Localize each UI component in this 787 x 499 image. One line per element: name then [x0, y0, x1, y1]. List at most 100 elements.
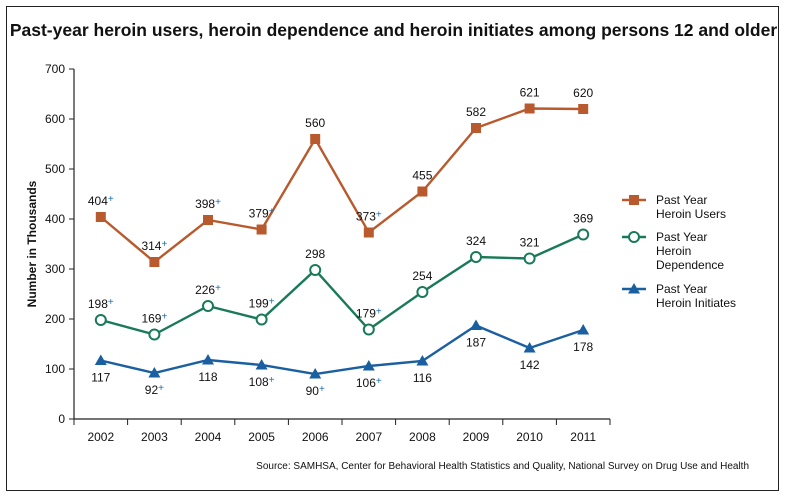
data-label: 373+: [356, 210, 382, 224]
data-point: [470, 251, 482, 263]
data-label: 321: [520, 236, 540, 250]
legend-label: Heroin Users: [656, 207, 726, 221]
legend-label: Past Year: [656, 193, 707, 207]
data-label: 621: [520, 86, 540, 100]
significance-marker: +: [161, 312, 167, 323]
data-point: [471, 123, 481, 133]
x-tick-label: 2010: [516, 430, 543, 444]
series-line: [100, 324, 584, 376]
data-label: 108+: [249, 375, 275, 389]
legend-label: Heroin Initiates: [656, 296, 736, 310]
data-point: [255, 359, 268, 370]
data-label: 92+: [145, 383, 164, 397]
data-point: [148, 328, 161, 341]
y-tick-label: 300: [45, 262, 65, 276]
data-label: 298: [305, 247, 325, 261]
data-point: [416, 286, 429, 298]
data-point: [577, 228, 590, 241]
data-point: [362, 323, 375, 336]
data-label: 179+: [356, 307, 382, 321]
significance-marker: +: [376, 307, 382, 318]
significance-marker: +: [215, 283, 221, 294]
chart-frame: [6, 6, 779, 491]
data-point: [470, 319, 482, 330]
significance-marker: +: [108, 194, 114, 205]
data-label: 620: [573, 86, 593, 100]
x-tick-label: 2004: [195, 430, 222, 444]
data-label: 455: [412, 169, 432, 183]
x-tick-label: 2009: [463, 430, 490, 444]
data-label: 169+: [141, 312, 167, 326]
series-2: 117 92+ 118 108+ 90+ 106+ 116 187 142 178: [91, 319, 594, 398]
data-label: 379+: [249, 207, 275, 221]
significance-marker: +: [108, 297, 114, 308]
data-point: [416, 355, 429, 366]
data-point: [523, 252, 536, 265]
significance-marker: +: [158, 383, 164, 394]
legend-label: Past Year: [656, 282, 707, 296]
series-1: 198+ 169+ 226+ 199+ 298 179+ 254 324 321 369: [88, 212, 594, 341]
significance-marker: +: [376, 376, 382, 387]
y-tick-label: 0: [58, 412, 65, 426]
x-tick-label: 2006: [302, 430, 329, 444]
data-point: [363, 227, 374, 238]
data-point: [578, 104, 589, 114]
data-label: 254: [412, 269, 432, 283]
data-point: [417, 186, 428, 197]
data-point: [255, 313, 268, 326]
data-label: 324: [466, 234, 486, 248]
data-point: [256, 224, 267, 235]
series-line: [100, 233, 584, 336]
significance-marker: +: [269, 375, 275, 386]
significance-marker: +: [376, 210, 382, 221]
data-point: [310, 134, 321, 144]
data-label: 226+: [195, 283, 221, 297]
data-point: [577, 324, 590, 335]
data-label: 582: [466, 105, 486, 119]
significance-marker: +: [269, 207, 275, 218]
data-point: [148, 367, 161, 378]
data-label: 90+: [306, 384, 325, 398]
data-label: 116: [413, 371, 432, 385]
data-label: 106+: [356, 376, 382, 390]
data-point: [309, 264, 322, 276]
legend-swatch-marker: [629, 195, 639, 205]
data-label: 398+: [195, 197, 221, 211]
data-point: [202, 300, 214, 312]
y-tick-label: 500: [45, 162, 65, 176]
significance-marker: +: [319, 384, 325, 395]
y-tick-label: 600: [45, 112, 65, 126]
data-label: 118: [198, 370, 217, 384]
data-point: [94, 354, 107, 365]
x-tick-label: 2002: [87, 430, 114, 444]
data-label: 142: [520, 358, 540, 372]
y-tick-label: 200: [45, 312, 65, 326]
data-label: 178: [573, 340, 593, 354]
data-label: 187: [466, 336, 486, 350]
data-label: 404+: [88, 194, 114, 208]
significance-marker: +: [215, 197, 221, 208]
x-tick-label: 2003: [141, 430, 168, 444]
data-point: [362, 360, 375, 371]
data-label: 117: [91, 371, 110, 385]
data-point: [309, 368, 322, 379]
data-point: [202, 354, 214, 365]
data-point: [524, 103, 535, 114]
data-point: [95, 212, 106, 222]
x-tick-label: 2007: [355, 430, 382, 444]
significance-marker: +: [269, 297, 275, 308]
data-label: 369: [573, 212, 593, 226]
series-line: [100, 107, 584, 264]
significance-marker: +: [161, 239, 167, 250]
data-point: [149, 257, 160, 267]
data-label: 198+: [88, 297, 114, 311]
legend-label: Past Year: [656, 230, 707, 244]
y-tick-label: 100: [45, 362, 65, 376]
y-tick-label: 700: [45, 62, 65, 76]
x-tick-label: 2011: [570, 430, 596, 444]
y-tick-label: 400: [45, 212, 65, 226]
data-point: [94, 314, 107, 326]
